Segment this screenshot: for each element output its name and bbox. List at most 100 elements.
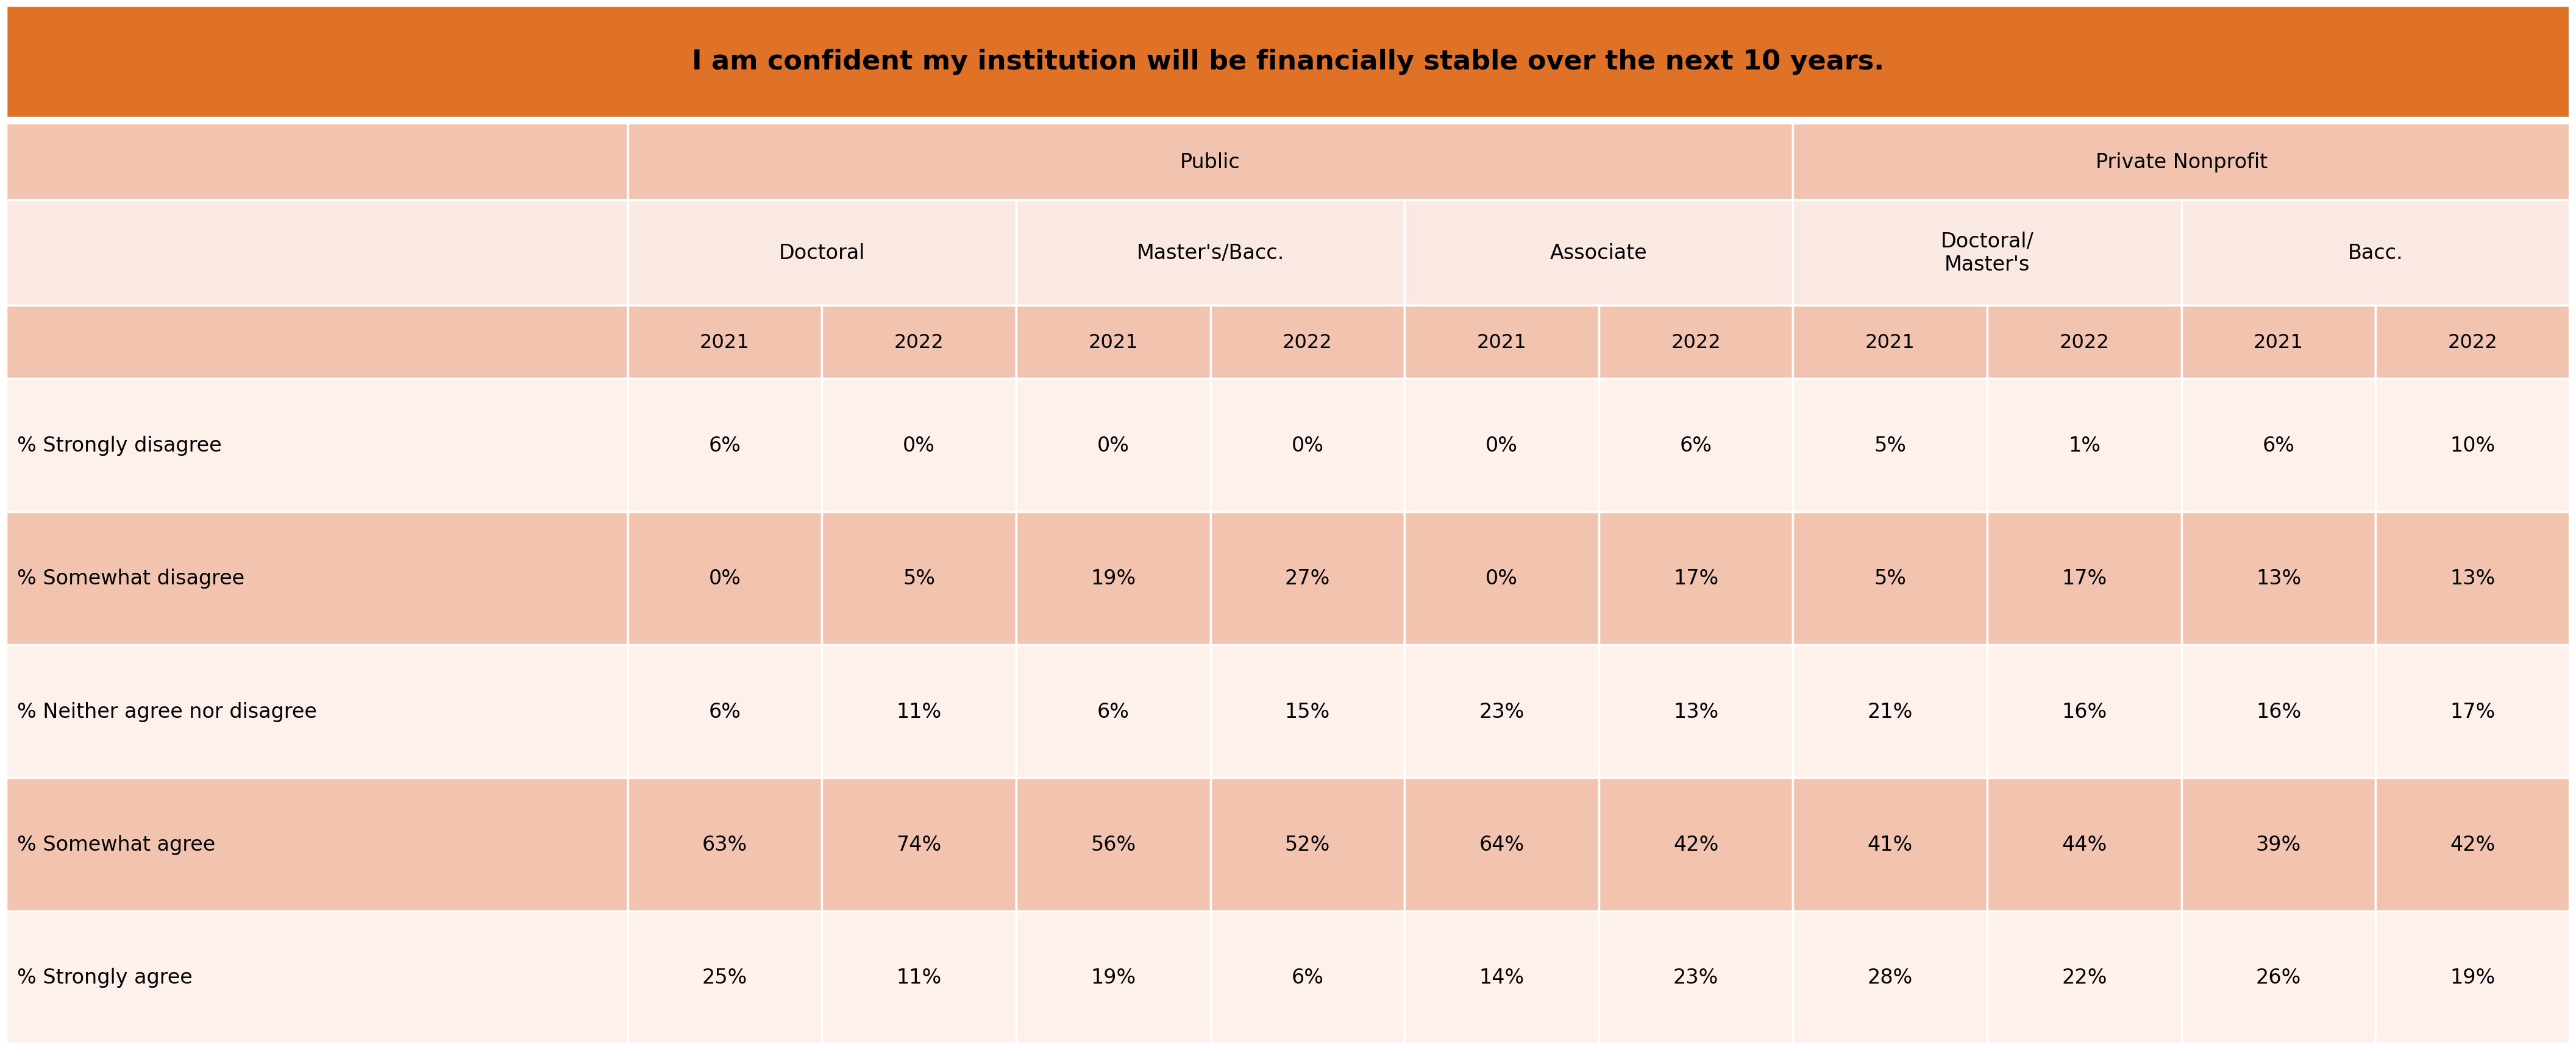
- Bar: [2375, 379, 2571, 512]
- Bar: [1793, 306, 1986, 379]
- Text: 16%: 16%: [2257, 701, 2300, 721]
- Text: 2021: 2021: [1087, 333, 1139, 352]
- Bar: [2182, 512, 2375, 645]
- Bar: [822, 778, 1015, 911]
- Bar: [2182, 645, 2375, 778]
- Bar: [1600, 306, 1793, 379]
- Text: 17%: 17%: [1674, 568, 1718, 589]
- Text: 23%: 23%: [1674, 967, 1718, 987]
- Bar: [629, 124, 1793, 201]
- Text: 28%: 28%: [1868, 967, 1914, 987]
- Bar: [2182, 306, 2375, 379]
- Text: 19%: 19%: [1090, 967, 1136, 987]
- Text: 39%: 39%: [2257, 835, 2300, 855]
- Text: 5%: 5%: [1873, 436, 1906, 456]
- Bar: [1015, 306, 1211, 379]
- Bar: [2182, 778, 2375, 911]
- Bar: [822, 512, 1015, 645]
- Text: 2021: 2021: [1476, 333, 1528, 352]
- Bar: [1793, 201, 2182, 306]
- Bar: [629, 512, 822, 645]
- Bar: [1600, 911, 1793, 1044]
- Bar: [1600, 379, 1793, 512]
- Bar: [2375, 778, 2571, 911]
- Text: 5%: 5%: [1873, 568, 1906, 589]
- Text: 1%: 1%: [2069, 436, 2099, 456]
- Text: 0%: 0%: [1486, 436, 1517, 456]
- Bar: [2375, 306, 2571, 379]
- Text: 25%: 25%: [703, 967, 747, 987]
- Bar: [1600, 645, 1793, 778]
- Bar: [2182, 911, 2375, 1044]
- Bar: [1211, 778, 1404, 911]
- Bar: [1986, 379, 2182, 512]
- Bar: [1404, 306, 1600, 379]
- Text: 21%: 21%: [1868, 701, 1914, 721]
- Bar: [1211, 379, 1404, 512]
- Bar: [629, 778, 822, 911]
- Bar: [822, 379, 1015, 512]
- Bar: [2375, 911, 2571, 1044]
- Bar: [1404, 911, 1600, 1044]
- Text: 0%: 0%: [1097, 436, 1128, 456]
- Text: 2022: 2022: [1672, 333, 1721, 352]
- Bar: [5, 778, 629, 911]
- Text: 2021: 2021: [1865, 333, 1914, 352]
- Bar: [5, 645, 629, 778]
- Text: 17%: 17%: [2450, 701, 2496, 721]
- Text: 2022: 2022: [894, 333, 943, 352]
- Bar: [1600, 512, 1793, 645]
- Text: 64%: 64%: [1479, 835, 1525, 855]
- Text: I am confident my institution will be financially stable over the next 10 years.: I am confident my institution will be fi…: [693, 49, 1883, 76]
- Bar: [1793, 911, 1986, 1044]
- Bar: [1015, 778, 1211, 911]
- Bar: [1793, 124, 2571, 201]
- Bar: [2182, 201, 2571, 306]
- Bar: [1986, 512, 2182, 645]
- Bar: [629, 645, 822, 778]
- Bar: [5, 379, 629, 512]
- Bar: [1404, 512, 1600, 645]
- Text: 42%: 42%: [1674, 835, 1718, 855]
- Text: % Somewhat agree: % Somewhat agree: [18, 835, 216, 855]
- Text: 6%: 6%: [1291, 967, 1324, 987]
- Text: 2022: 2022: [2058, 333, 2110, 352]
- Bar: [5, 6, 2571, 118]
- Text: 2021: 2021: [701, 333, 750, 352]
- Bar: [1015, 512, 1211, 645]
- Text: 13%: 13%: [2450, 568, 2496, 589]
- Text: 14%: 14%: [1479, 967, 1525, 987]
- Text: 2022: 2022: [1283, 333, 1332, 352]
- Text: 13%: 13%: [1674, 701, 1718, 721]
- Text: 0%: 0%: [902, 436, 935, 456]
- Bar: [5, 124, 629, 201]
- Text: 2021: 2021: [2254, 333, 2303, 352]
- Text: 5%: 5%: [902, 568, 935, 589]
- Text: 2022: 2022: [2447, 333, 2499, 352]
- Text: % Neither agree nor disagree: % Neither agree nor disagree: [18, 701, 317, 721]
- Bar: [2182, 379, 2375, 512]
- Text: 6%: 6%: [708, 701, 742, 721]
- Bar: [1986, 306, 2182, 379]
- Bar: [1404, 201, 1793, 306]
- Text: 17%: 17%: [2061, 568, 2107, 589]
- Text: 52%: 52%: [1285, 835, 1329, 855]
- Text: 6%: 6%: [708, 436, 742, 456]
- Text: 15%: 15%: [1285, 701, 1329, 721]
- Text: 6%: 6%: [2262, 436, 2295, 456]
- Text: 6%: 6%: [1097, 701, 1128, 721]
- Text: Associate: Associate: [1551, 243, 1649, 264]
- Bar: [1211, 645, 1404, 778]
- Bar: [1211, 306, 1404, 379]
- Text: 42%: 42%: [2450, 835, 2496, 855]
- Text: 10%: 10%: [2450, 436, 2496, 456]
- Text: 27%: 27%: [1285, 568, 1329, 589]
- Bar: [1600, 778, 1793, 911]
- Text: Doctoral: Doctoral: [778, 243, 866, 264]
- Text: 11%: 11%: [896, 701, 943, 721]
- Text: % Somewhat disagree: % Somewhat disagree: [18, 568, 245, 589]
- Bar: [822, 911, 1015, 1044]
- Text: Master's/Bacc.: Master's/Bacc.: [1136, 243, 1285, 264]
- Bar: [1015, 201, 1404, 306]
- Text: 26%: 26%: [2257, 967, 2300, 987]
